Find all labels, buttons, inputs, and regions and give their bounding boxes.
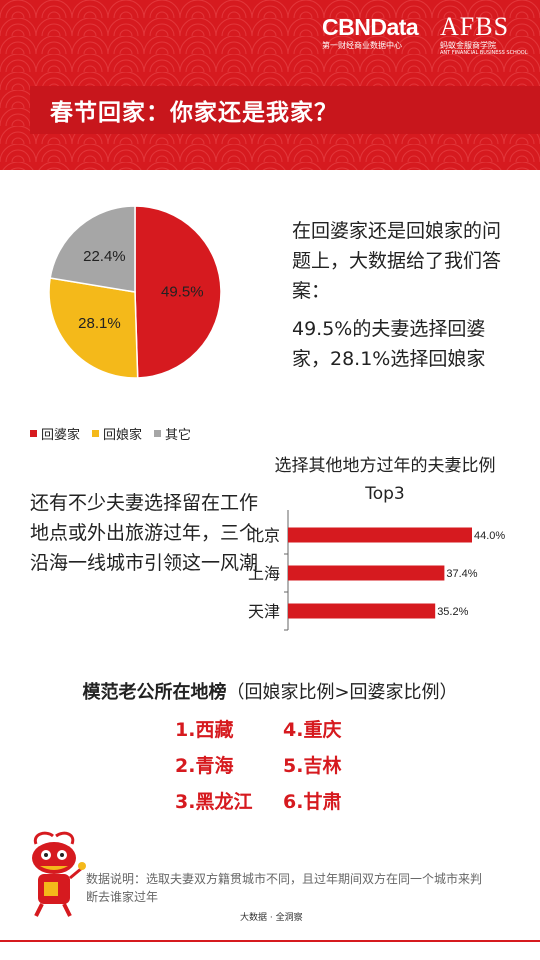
bar-category-label: 天津: [248, 602, 280, 621]
description-stats: 49.5%的夫妻选择回婆家，28.1%选择回娘家: [292, 318, 486, 370]
pie-slice: [49, 205, 136, 293]
legend-item-other: 其它: [154, 424, 191, 443]
ranking-title: 模范老公所在地榜（回娘家比例>回婆家比例）: [0, 678, 540, 704]
pie-data-label: 49.5%: [161, 283, 204, 300]
ranking-item: 4.重庆: [283, 719, 342, 741]
ranking-list: 1.西藏 4.重庆 2.青海 5.吉林 3.黑龙江 6.甘肃: [175, 718, 415, 814]
lion-dance-mascot-icon: [32, 831, 86, 917]
bar-category-label: 上海: [248, 564, 280, 583]
ranking-title-note: （回娘家比例>回婆家比例）: [226, 682, 458, 703]
afbs-logo: AFBS: [440, 12, 510, 41]
legend-label: 回娘家: [103, 428, 143, 443]
legend-swatch-gray: [154, 430, 162, 437]
bar-data-label: 44.0%: [474, 530, 505, 542]
legend-label: 回婆家: [41, 428, 81, 443]
description-intro: 在回婆家还是回娘家的问题上，大数据给了我们答案：: [292, 220, 502, 302]
bar: [288, 527, 472, 543]
title-banner: [30, 86, 540, 134]
bar-chart: 北京 44.0% 上海 37.4% 天津 35.2%: [248, 510, 505, 631]
pie-description: 在回婆家还是回娘家的问题上，大数据给了我们答案： 49.5%的夫妻选择回婆家，2…: [292, 216, 512, 374]
pie-legend: 回婆家 回娘家 其它: [30, 424, 191, 443]
pie-data-label: 28.1%: [78, 315, 121, 332]
page-title: 春节回家：你家还是我家？: [50, 100, 338, 126]
legend-swatch-red: [30, 430, 37, 437]
ranking-item: 2.青海: [175, 755, 234, 777]
afbs-logo-english: ANT FINANCIAL BUSINESS SCHOOL: [440, 50, 528, 56]
cbndata-logo: CBNData: [322, 14, 419, 40]
bar: [288, 565, 445, 581]
bar-category-label: 北京: [248, 526, 280, 545]
legend-item-mother-in-law: 回婆家: [30, 424, 80, 443]
ranking-title-bold: 模范老公所在地榜: [82, 682, 227, 703]
legend-swatch-yellow: [92, 430, 100, 437]
bar-description: 还有不少夫妻选择留在工作地点或外出旅游过年，三个沿海一线城市引领这一风潮: [30, 492, 259, 574]
ranking-item: 1.西藏: [175, 719, 234, 741]
legend-label: 其它: [165, 428, 192, 443]
ranking-item: 5.吉林: [283, 755, 342, 777]
header-banner: CBNData 第一财经商业数据中心 AFBS 蚂蚁金服商学院 ANT FINA…: [0, 0, 540, 170]
pie-chart-svg: 49.5% 28.1% 22.4%: [48, 205, 222, 379]
footer-source: 大数据 · 全洞察: [240, 913, 303, 923]
pie-data-label: 22.4%: [83, 248, 126, 265]
data-footnote: 数据说明：选取夫妻双方籍贯城市不同，且过年期间双方在同一个城市来判断去谁家过年: [86, 872, 483, 904]
pie-slice: [48, 277, 139, 379]
ranking-item: 6.甘肃: [283, 791, 342, 813]
bottom-divider: [0, 940, 540, 942]
cloud-pattern-background: [0, 0, 540, 170]
cbndata-logo-subtitle: 第一财经商业数据中心: [322, 41, 402, 50]
bar-data-label: 37.4%: [446, 568, 477, 580]
legend-item-wife-parents: 回娘家: [92, 424, 142, 443]
bar-data-label: 35.2%: [437, 606, 468, 618]
bar-chart-title: 选择其他地方过年的夫妻比例Top3: [274, 456, 496, 504]
pie-slice: [134, 205, 222, 379]
ranking-item: 3.黑龙江: [175, 791, 253, 813]
pie-chart: 49.5% 28.1% 22.4%: [48, 205, 222, 379]
afbs-logo-subtitle: 蚂蚁金服商学院: [440, 41, 496, 50]
bar: [288, 603, 436, 619]
